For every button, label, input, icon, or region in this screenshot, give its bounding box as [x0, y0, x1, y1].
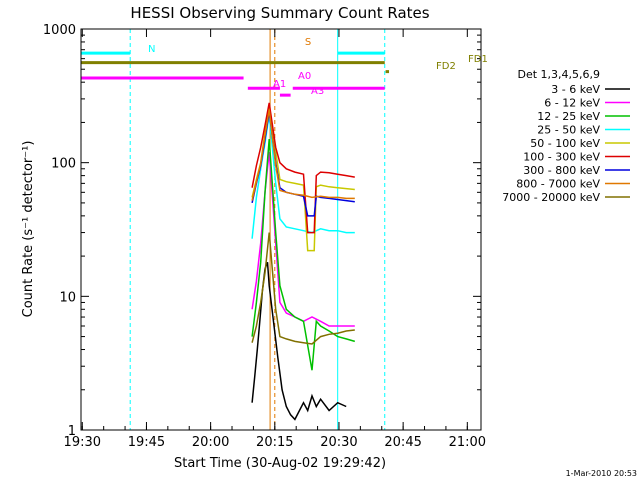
x-tick-label: 19:30 [64, 435, 101, 450]
legend-label: 6 - 12 keV [544, 97, 600, 110]
legend-label: 3 - 6 keV [551, 83, 600, 96]
y-tick-label: 100 [51, 157, 76, 172]
footer-date: 1-Mar-2010 20:53 [566, 469, 637, 478]
flag-bars [81, 51, 390, 97]
flag-label: N [148, 44, 155, 55]
series-line [251, 109, 355, 201]
plot-frame [80, 28, 482, 431]
flag-label: FD2 [436, 61, 456, 72]
legend-label: 12 - 25 keV [537, 110, 600, 123]
chart-title: HESSI Observing Summary Count Rates [130, 4, 429, 22]
series-line [251, 102, 355, 234]
y-tick-label: 10 [59, 290, 76, 305]
y-tick-label: 1000 [43, 23, 76, 38]
series-lines [251, 102, 356, 421]
x-axis-label: Start Time (30-Aug-02 19:29:42) [174, 456, 386, 471]
x-tick-label: 20:45 [384, 435, 421, 450]
legend-label: 800 - 7000 keV [516, 178, 600, 191]
flag-label: A1 [273, 79, 286, 90]
flag-label: A0 [298, 71, 311, 82]
flag-label: FD1 [468, 54, 488, 65]
legend-label: 50 - 100 keV [530, 137, 600, 150]
x-tick-label: 21:00 [449, 435, 486, 450]
flag-label: A3 [311, 86, 324, 97]
series-line [251, 232, 355, 345]
legend-label: 7000 - 20000 keV [502, 191, 600, 204]
legend-label: 300 - 800 keV [523, 164, 600, 177]
flag-label: S [305, 37, 311, 48]
x-tick-label: 19:45 [128, 435, 165, 450]
x-tick-label: 20:30 [320, 435, 357, 450]
y-axis-label: Count Rate (s⁻¹ detector⁻¹) [21, 141, 36, 318]
x-tick-label: 20:00 [192, 435, 229, 450]
series-line [251, 261, 347, 421]
x-tick-label: 20:15 [256, 435, 293, 450]
series-line [251, 139, 356, 371]
axes: 1 10 100 1000 19:30 19:45 20:00 20:15 20:30 20:45… [43, 23, 486, 450]
legend-title: Det 1,3,4,5,6,9 [517, 68, 600, 81]
y-tick-label: 1 [68, 424, 76, 439]
legend-label: 100 - 300 keV [523, 151, 600, 164]
legend-label: 25 - 50 keV [537, 124, 600, 137]
bar-labels: N S A0 A1 A3 FD1 FD2 [148, 37, 488, 97]
